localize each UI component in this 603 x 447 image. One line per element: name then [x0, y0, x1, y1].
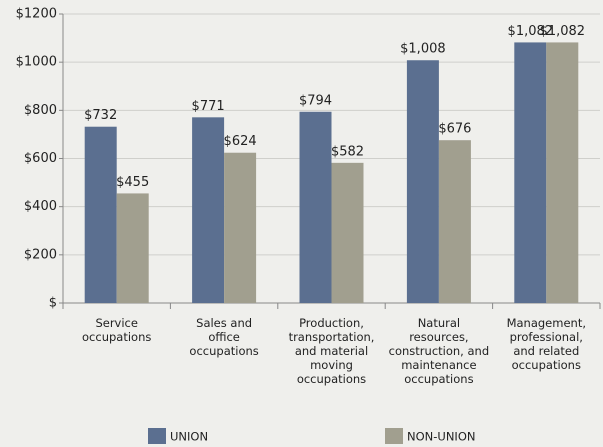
bar [438, 140, 471, 303]
value-label: $624 [224, 134, 257, 149]
y-tick-label: $ [49, 296, 57, 311]
x-tick-label: Production, transportation, and material mo… [289, 316, 375, 386]
bar [514, 42, 547, 303]
x-tick-label: Sales and office occupations [189, 316, 258, 358]
legend-label: NON-UNION [407, 430, 475, 444]
y-tick-label: $600 [24, 151, 57, 166]
x-tick-label: Management, professional, and related occup… [507, 316, 586, 372]
bar [116, 193, 149, 303]
legend-swatch [385, 428, 403, 444]
bar [224, 152, 257, 303]
value-label: $1,082 [540, 24, 586, 39]
y-tick-label: $200 [24, 247, 57, 262]
bar [299, 111, 332, 303]
value-label: $582 [331, 144, 364, 159]
y-tick-label: $1200 [16, 7, 57, 22]
y-tick-label: $400 [24, 199, 57, 214]
x-tick-label: Service occupations [82, 316, 151, 344]
bar [192, 117, 225, 303]
legend-label: UNION [170, 430, 208, 444]
value-label: $1,082 [508, 24, 554, 39]
x-tick-label: Natural resources, construction, and mainte… [389, 316, 489, 386]
bar [331, 162, 364, 303]
value-label: $794 [299, 93, 332, 108]
bar [406, 60, 439, 303]
y-tick-label: $1000 [16, 55, 57, 70]
value-label: $1,008 [400, 42, 446, 57]
value-label: $676 [438, 122, 471, 137]
legend-swatch [148, 428, 166, 444]
bar [84, 126, 117, 304]
value-label: $455 [116, 175, 149, 190]
y-tick-label: $800 [24, 103, 57, 118]
value-label: $771 [192, 99, 225, 114]
value-label: $732 [84, 108, 117, 123]
bar [546, 42, 579, 303]
